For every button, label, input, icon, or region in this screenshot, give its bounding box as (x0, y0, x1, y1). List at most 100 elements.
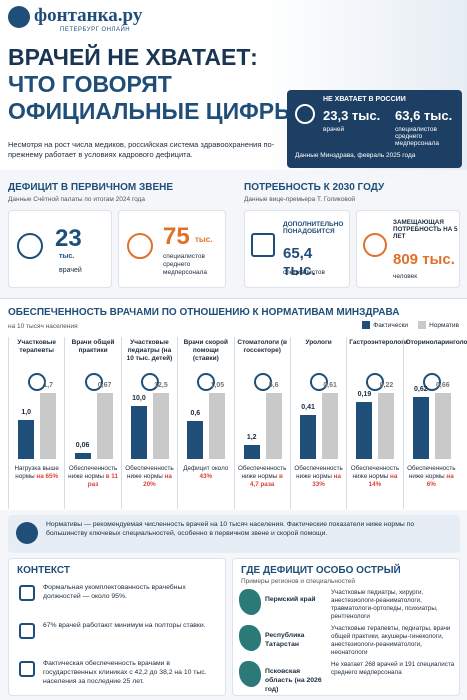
context-text: Фактическая обеспеченность врачами в гос… (43, 660, 207, 685)
value-label: 0,62 (414, 386, 428, 393)
category-column: Участковые терапевты 1,0 1,7 Нагрузка выше … (8, 337, 64, 509)
note-highlight: на 33% (312, 473, 341, 488)
icon (28, 373, 47, 391)
icon (251, 233, 275, 257)
category-column: Оториноларингологи 0,62 0,66 Обеспеченность… (402, 337, 467, 509)
russia-label: врачей (323, 126, 345, 133)
note-text: Обеспеченность ниже нормы (68, 465, 118, 480)
bar (96, 393, 113, 459)
category-column: Стоматологи (в госсекторе) 1,2 5,6 Обеспече… (233, 337, 290, 509)
value-label: 12,5 (154, 382, 168, 389)
bar (412, 397, 429, 459)
bar (209, 393, 226, 459)
note-highlight: на 65% (36, 473, 59, 480)
region-text: Участковые терапевты, педиатры, врачи об… (331, 625, 451, 656)
russia-value: 63,6 тыс. (395, 108, 453, 123)
value-label: 0,41 (301, 403, 315, 411)
card: 75 тыс. специалистов среднего медперсона… (118, 210, 226, 288)
region-map (239, 661, 261, 687)
value-label: 1,05 (210, 382, 225, 389)
bar (40, 393, 57, 459)
bar (152, 393, 169, 459)
legend-label: Фактически (373, 321, 409, 329)
note-highlight: в 11 раз (87, 473, 118, 488)
section-source: Данные Счётной палаты по итогам 2024 год… (8, 196, 145, 203)
russia-source: Данные Минздрава, февраль 2025 года (295, 152, 416, 159)
value-label: 0,6 (190, 410, 201, 418)
category-label: Врачи общей практики (71, 339, 115, 354)
icon (197, 373, 216, 391)
value-label: 1,0 (21, 409, 32, 417)
section-title: ПОТРЕБНОСТЬ К 2030 ГОДУ (244, 182, 385, 193)
card: ДОПОЛНИТЕЛЬНО ПОНАДОБИТСЯ 65,4 тыс. спец… (244, 210, 350, 288)
category-label: Участковые педиатры (на 10 тыс. детей) (126, 339, 173, 362)
icon (84, 373, 103, 391)
note: Обеспеченность ниже нормы на 6% (406, 465, 457, 489)
card-label: специалистов среднего медперсонала (163, 253, 208, 276)
note-text: Обеспеченность ниже нормы (350, 465, 400, 480)
category-label: Участковые терапевты (17, 339, 56, 354)
icon (127, 233, 153, 259)
russia-box: НЕ ХВАТАЕТ В РОССИИ 23,3 тыс. врачей 63,… (287, 90, 462, 168)
card-value: 75 (163, 223, 190, 250)
note: Нагрузка выше нормы на 65% (11, 465, 62, 481)
bar (322, 393, 339, 459)
info-icon (16, 522, 38, 544)
regions-subtitle: Примеры регионов и специальностей (241, 578, 355, 585)
bar (265, 393, 282, 459)
note-text: Обеспеченность ниже нормы (294, 465, 343, 480)
title-line: ОФИЦИАЛЬНЫЕ ЦИФРЫ (8, 98, 297, 124)
logo-icon (8, 6, 30, 28)
info-text: Нормативы — рекомендуемая численность вр… (46, 521, 415, 537)
note-highlight: в 4,7 раза (249, 473, 283, 488)
note-text: Нагрузка выше нормы (14, 465, 59, 480)
icon (363, 233, 387, 257)
regions: ГДЕ ДЕФИЦИТ ОСОБО ОСТРЫЙ Примеры регионо… (232, 558, 460, 696)
legend-swatch (418, 321, 427, 329)
region-text: Участковые педиатры, хирурги, анестезиол… (331, 589, 438, 620)
card: ЗАМЕЩАЮЩАЯ ПОТРЕБНОСТЬ НА 5 ЛЕТ 809 тыс.… (356, 210, 460, 288)
lead: Несмотря на рост числа медиков, российск… (8, 140, 275, 159)
icon (17, 233, 43, 259)
note-highlight: 43% (199, 473, 213, 480)
bar (300, 414, 317, 459)
chart-subtitle: на 10 тысяч населения (8, 323, 78, 330)
note-highlight: на 6% (426, 473, 454, 488)
card-heading: ДОПОЛНИТЕЛЬНО ПОНАДОБИТСЯ (283, 221, 344, 235)
legend: Фактически Норматив (362, 321, 459, 329)
russia-value: 23,3 тыс. (323, 108, 381, 123)
title: ВРАЧЕЙ НЕ ХВАТАЕТ: ЧТО ГОВОРЯТ ОФИЦИАЛЬН… (8, 44, 297, 125)
section-title: ДЕФИЦИТ В ПЕРВИЧНОМ ЗВЕНЕ (8, 182, 174, 193)
note-text: Обеспеченность ниже нормы (407, 465, 456, 480)
chart: ОБЕСПЕЧЕННОСТЬ ВРАЧАМИ ПО ОТНОШЕНИЮ К НО… (0, 298, 467, 510)
region-name: Пермский край (265, 596, 316, 603)
bar (356, 402, 373, 459)
value-label: 10,0 (132, 395, 146, 403)
region-text: Не хватает 268 врачей и 191 специалиста … (331, 661, 455, 676)
note-text: Обеспеченность ниже нормы (238, 465, 287, 480)
value-label: 1,2 (246, 433, 257, 441)
card-unit: тыс. (195, 235, 213, 244)
note: Обеспеченность ниже нормы на 14% (349, 465, 400, 489)
icon (140, 373, 159, 391)
bar (434, 393, 451, 459)
icon (295, 104, 317, 126)
card-unit: тыс. (59, 253, 75, 260)
russia-label: специалистов среднего медперсонала (395, 126, 440, 147)
note-text: Обеспеченность ниже нормы (125, 465, 174, 480)
category-column: Урологи 0,41 0,61 Обеспеченность ниже нормы… (289, 337, 346, 509)
bar (18, 420, 35, 459)
chart-title: ОБЕСПЕЧЕННОСТЬ ВРАЧАМИ ПО ОТНОШЕНИЮ К НО… (8, 307, 400, 318)
card-label: человек (393, 273, 418, 280)
section-source: Данные вице-премьера Т. Голиковой (244, 196, 356, 203)
value-label: 0,19 (357, 391, 372, 398)
context-text: 67% врачей работают минимум на полторы с… (43, 622, 206, 629)
note: Обеспеченность ниже нормы в 4,7 раза (237, 465, 288, 489)
category-column: Участковые педиатры (на 10 тыс. детей) 10… (120, 337, 177, 509)
category-label: Врачи скорой помощи (ставки) (183, 339, 228, 362)
context-title: КОНТЕКСТ (17, 565, 70, 576)
value-label: 0,06 (75, 442, 90, 450)
title-line: ВРАЧЕЙ НЕ ХВАТАЕТ: (8, 44, 258, 70)
note: Обеспеченность ниже нормы на 33% (293, 465, 344, 489)
